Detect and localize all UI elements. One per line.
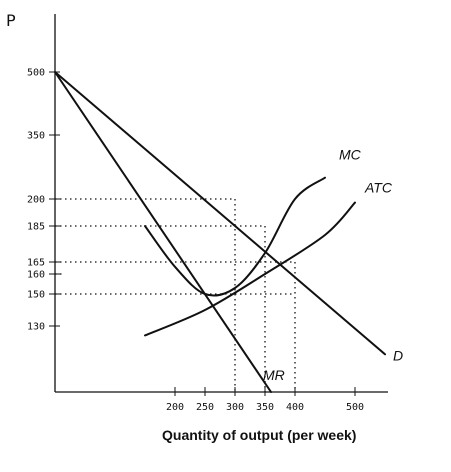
series-d-label: D — [393, 347, 403, 363]
y-tick-label: 150 — [27, 290, 45, 301]
axes — [54, 14, 388, 393]
y-tick-label: 200 — [27, 195, 45, 206]
guide-lines — [55, 198, 296, 392]
y-axis-label: P — [6, 11, 16, 30]
y-tick-label: 350 — [27, 131, 45, 142]
y-tick-label: 130 — [27, 322, 45, 333]
x-tick-label: 300 — [226, 402, 244, 413]
x-tick-label: 500 — [346, 402, 364, 413]
x-tick-label: 400 — [286, 402, 304, 413]
series-atc-line — [144, 201, 356, 337]
x-tick-label: 350 — [256, 402, 274, 413]
y-tick-label: 160 — [27, 270, 45, 281]
series-atc-label: ATC — [364, 180, 393, 196]
series-d-line — [54, 71, 386, 356]
series-mc-label: MC — [339, 147, 362, 163]
series-mc-line — [144, 176, 326, 297]
curve-labels: D MR MC ATC — [263, 147, 403, 383]
x-tick-label: 200 — [166, 402, 184, 413]
y-tick-label: 165 — [27, 258, 45, 269]
y-tick-label: 185 — [27, 222, 45, 233]
series-mr-label: MR — [263, 367, 285, 383]
curves — [54, 71, 386, 393]
x-tick-label: 250 — [196, 402, 214, 413]
x-axis-label: Quantity of output (per week) — [162, 427, 356, 443]
y-tick-label: 500 — [27, 68, 45, 79]
series-mr-line — [54, 71, 272, 393]
